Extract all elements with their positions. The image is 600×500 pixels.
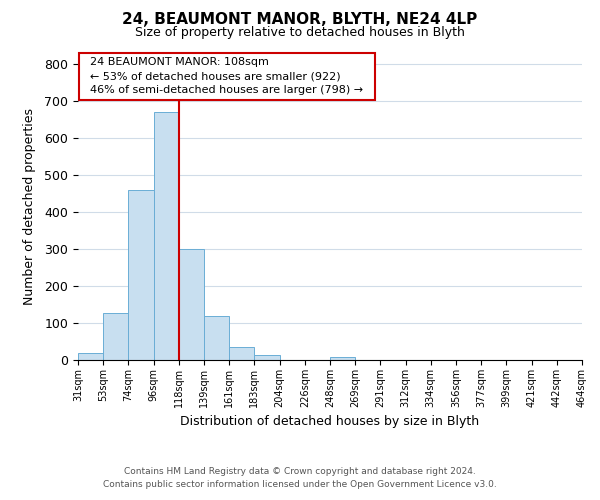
Y-axis label: Number of detached properties: Number of detached properties: [23, 108, 36, 304]
Bar: [103, 312, 128, 360]
Text: Size of property relative to detached houses in Blyth: Size of property relative to detached ho…: [135, 26, 465, 39]
Text: 24 BEAUMONT MANOR: 108sqm  
  ← 53% of detached houses are smaller (922)  
  46%: 24 BEAUMONT MANOR: 108sqm ← 53% of detac…: [83, 57, 370, 95]
Text: 24, BEAUMONT MANOR, BLYTH, NE24 4LP: 24, BEAUMONT MANOR, BLYTH, NE24 4LP: [122, 12, 478, 28]
Bar: [128, 190, 154, 360]
X-axis label: Distribution of detached houses by size in Blyth: Distribution of detached houses by size …: [181, 416, 479, 428]
Bar: [330, 357, 355, 360]
Bar: [179, 249, 204, 360]
Text: Contains HM Land Registry data © Crown copyright and database right 2024.
Contai: Contains HM Land Registry data © Crown c…: [103, 467, 497, 489]
Bar: [78, 354, 103, 360]
Bar: [229, 347, 254, 360]
Bar: [154, 112, 179, 360]
Bar: [204, 316, 229, 360]
Bar: [254, 355, 280, 360]
